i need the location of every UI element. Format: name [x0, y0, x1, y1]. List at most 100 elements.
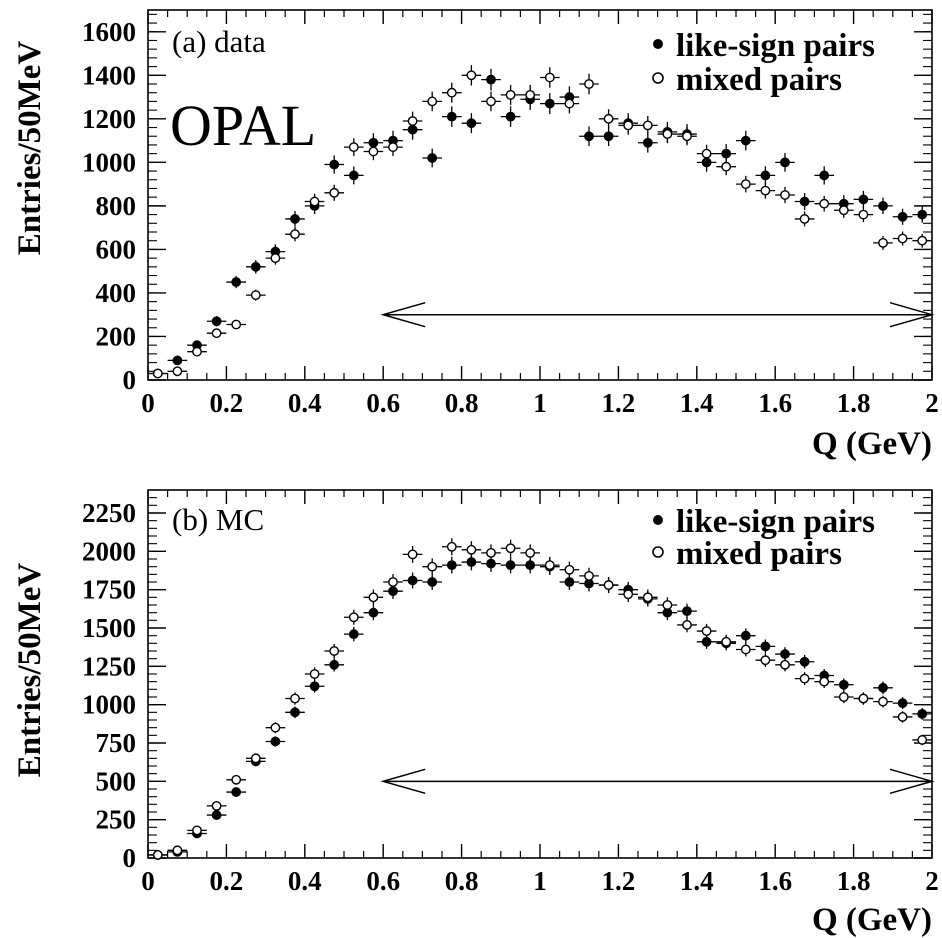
x-tick-label: 0.8 [445, 388, 479, 418]
y-tick-label: 2250 [82, 498, 136, 528]
mixed-point [500, 539, 521, 557]
mixed-point [246, 753, 266, 764]
panel-b-mc: 0 0.2 0.4 0.6 0.8 1 1.2 1.4 1.6 1.8 2 0 250 500 750 100… [12, 489, 939, 938]
like-sign-point [206, 810, 227, 820]
axis-ticks [147, 489, 933, 859]
mixed-point [167, 366, 188, 377]
axis-tick-labels: 0 0.2 0.4 0.6 0.8 1 1.2 1.4 1.6 1.8 2 0 200 400 600 800… [82, 17, 939, 418]
y-tick-label: 800 [96, 191, 137, 221]
mixed-point [363, 589, 384, 606]
mixed-point [716, 634, 736, 649]
axis-tick-labels: 0 0.2 0.4 0.6 0.8 1 1.2 1.4 1.6 1.8 2 0 250 500 750 100… [82, 498, 939, 896]
mixed-point [696, 623, 717, 639]
like-sign-point [814, 166, 834, 185]
x-tick-label: 0.2 [210, 388, 244, 418]
x-tick-label: 2 [925, 866, 939, 896]
y-tick-label: 250 [96, 805, 137, 835]
mixed-point [265, 251, 286, 265]
mixed-point [383, 138, 403, 157]
legend: like-sign pairs mixed pairs [652, 504, 875, 572]
legend-label-mixed: mixed pairs [676, 62, 842, 98]
axis-ticks [147, 10, 933, 381]
mixed-point [148, 850, 168, 860]
mixed-point [442, 82, 462, 103]
y-tick-label: 1200 [82, 104, 136, 134]
like-sign-point [716, 144, 736, 164]
mixed-point [206, 800, 227, 811]
mixed-point [187, 346, 207, 357]
like-sign-point [344, 166, 364, 185]
like-sign-point [226, 787, 246, 797]
mixed-point [481, 91, 501, 112]
mixed-point [657, 597, 678, 613]
mixed-point [736, 175, 756, 193]
y-tick-label: 0 [123, 365, 137, 395]
like-sign-point [344, 626, 364, 642]
fit-range-arrow [380, 768, 935, 795]
legend-label-like-sign: like-sign pairs [676, 28, 875, 64]
mixed-point [716, 158, 736, 176]
like-sign-point [422, 574, 442, 590]
mixed-point [187, 825, 207, 836]
arrow-head-right [889, 768, 935, 795]
mixed-point [206, 328, 227, 339]
like-sign-point [736, 628, 756, 643]
mixed-point [226, 774, 246, 785]
x-axis-title: Q (GeV) [812, 902, 932, 938]
like-sign-point [775, 152, 795, 172]
x-tick-label: 1.6 [758, 388, 792, 418]
x-tick-label: 0.4 [288, 388, 322, 418]
mixed-point [344, 609, 364, 625]
mixed-point [285, 226, 305, 242]
x-tick-label: 1.2 [602, 866, 636, 896]
mixed-point [363, 142, 384, 161]
x-tick-label: 1.6 [758, 866, 792, 896]
mixed-point [657, 124, 678, 144]
like-sign-point [500, 556, 521, 574]
y-tick-label: 400 [96, 278, 137, 308]
mixed-point [912, 233, 932, 248]
y-tick-label: 1500 [82, 613, 136, 643]
mixed-point [814, 195, 834, 212]
mixed-point [853, 206, 874, 223]
mixed-point [285, 692, 305, 705]
like-sign-point [598, 126, 619, 147]
like-sign-point [500, 106, 521, 127]
like-sign-point [873, 681, 893, 695]
legend-marker-mixed [652, 72, 664, 84]
like-sign-point [265, 736, 286, 747]
mixed-point [148, 368, 168, 379]
mixed-point [461, 65, 482, 86]
mixed-point [520, 84, 540, 105]
mixed-point [873, 695, 893, 708]
legend: like-sign pairs mixed pairs [652, 28, 875, 98]
x-tick-label: 1.4 [680, 866, 714, 896]
x-tick-label: 1 [533, 866, 547, 896]
y-axis-title: Entries/50MeV [12, 41, 48, 256]
like-sign-point [206, 316, 227, 327]
x-tick-label: 0.8 [445, 866, 479, 896]
mixed-point [834, 202, 854, 218]
mixed-point [226, 319, 246, 330]
mixed-point [579, 567, 599, 584]
x-tick-label: 1.8 [837, 388, 871, 418]
arrow-head-left [380, 301, 426, 328]
mixed-point [873, 235, 893, 250]
mixed-point [618, 115, 638, 135]
mixed-point [638, 115, 658, 135]
mixed-point [167, 845, 188, 856]
mixed-point [677, 617, 697, 633]
mixed-point [598, 109, 619, 129]
like-sign-point [304, 679, 325, 693]
x-tick-label: 0 [141, 388, 155, 418]
y-tick-label: 750 [96, 728, 137, 758]
like-sign-point [912, 206, 932, 223]
mixed-point [892, 711, 913, 723]
like-sign-point [736, 130, 756, 151]
mixed-point [461, 541, 482, 559]
mixed-point [579, 73, 599, 95]
mixed-point [402, 545, 423, 563]
mixed-point [481, 544, 501, 562]
like-sign-point [461, 113, 482, 134]
